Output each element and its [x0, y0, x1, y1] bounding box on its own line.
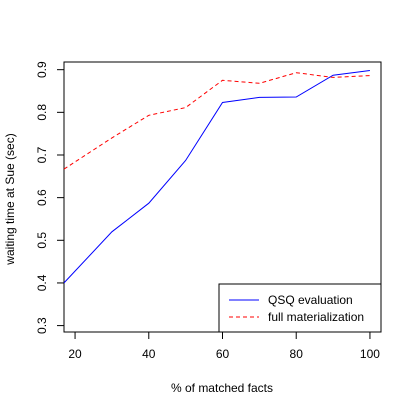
legend-box [218, 283, 382, 333]
series-line [63, 70, 370, 284]
x-tick-label: 80 [290, 347, 304, 361]
legend: QSQ evaluation full materialization [218, 283, 382, 333]
y-tick-label: 0.7 [35, 146, 49, 163]
legend-label: full materialization [268, 310, 364, 324]
y-tick-label: 0.3 [35, 317, 49, 334]
x-axis-label: % of matched facts [171, 381, 273, 395]
series-line [63, 72, 370, 170]
y-tick-label: 0.9 [35, 61, 49, 78]
y-tick-label: 0.6 [35, 189, 49, 206]
x-tick-label: 20 [68, 347, 82, 361]
y-tick-label: 0.5 [35, 232, 49, 249]
plot-area: 20 40 60 80 100 0.3 0.4 0.5 0.6 0.7 0.8 0.9 [35, 61, 382, 361]
legend-label: QSQ evaluation [268, 293, 353, 307]
y-tick-label: 0.8 [35, 104, 49, 121]
x-tick-label: 40 [142, 347, 156, 361]
x-tick-label: 60 [216, 347, 230, 361]
y-axis-label: waiting time at Sue (sec) [3, 133, 17, 265]
y-tick-label: 0.4 [35, 274, 49, 291]
x-tick-label: 100 [360, 347, 380, 361]
